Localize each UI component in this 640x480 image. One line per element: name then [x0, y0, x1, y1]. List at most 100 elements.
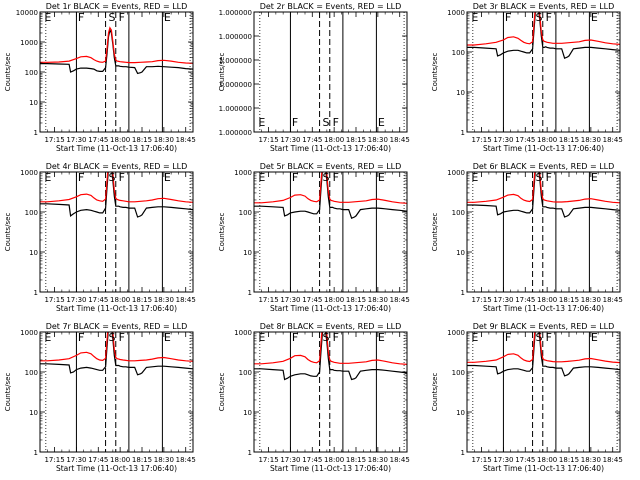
segment-marker-label: S [535, 331, 542, 344]
x-tick-label: 17:15 [44, 136, 64, 144]
series-line-lld [40, 26, 193, 64]
y-tick-label: 100 [25, 369, 38, 377]
x-tick-label: 17:30 [493, 456, 513, 464]
x-tick-label: 17:15 [471, 136, 491, 144]
x-tick-label: 18:45 [176, 296, 196, 304]
x-tick-label: 18:00 [324, 296, 344, 304]
x-tick-label: 18:30 [154, 456, 174, 464]
x-tick-label: 18:00 [537, 296, 557, 304]
segment-marker-label: E [591, 331, 598, 344]
x-tick-label: 17:15 [258, 136, 278, 144]
segment-marker-label: F [119, 331, 125, 344]
x-axis-label: Start Time (11-Oct-13 17:06:40) [483, 304, 604, 313]
series-group [467, 332, 620, 377]
y-tick-label: 1.000000 [219, 57, 252, 65]
x-tick-label: 18:45 [390, 136, 410, 144]
x-tick-label: 18:30 [581, 456, 601, 464]
series-group [40, 26, 193, 75]
plot-frame [39, 171, 194, 293]
y-tick-label: 1000 [20, 169, 38, 177]
x-tick-label: 17:30 [280, 456, 300, 464]
y-tick-label: 100 [239, 209, 252, 217]
series-line-lld [40, 172, 193, 203]
y-axis-label: Counts/sec [431, 373, 439, 412]
x-tick-label: 17:30 [66, 136, 86, 144]
y-tick-label: 100 [452, 49, 465, 57]
plot-frame [39, 331, 194, 453]
y-tick-label: 1.000000 [219, 33, 252, 41]
y-tick-label: 1 [461, 129, 465, 137]
y-tick-label: 1.000000 [219, 129, 252, 137]
x-tick-label: 17:45 [302, 456, 322, 464]
y-axis-label: Counts/sec [431, 53, 439, 92]
plot-frame [253, 331, 408, 453]
x-tick-label: 18:30 [154, 296, 174, 304]
y-axis-label: Counts/sec [218, 213, 226, 252]
x-tick-label: 17:15 [258, 296, 278, 304]
y-axis-label: Counts/sec [431, 213, 439, 252]
x-tick-label: 18:15 [346, 296, 366, 304]
segment-marker-label: F [333, 331, 339, 344]
segment-marker-label: F [119, 11, 125, 24]
x-tick-label: 18:30 [581, 136, 601, 144]
y-tick-label: 10 [29, 409, 38, 417]
chart-title: Det 3r BLACK = Events, RED = LLD [473, 2, 615, 11]
x-tick-label: 17:45 [88, 136, 108, 144]
plot-frame [466, 171, 621, 293]
segment-marker-label: E [591, 171, 598, 184]
x-tick-label: 18:00 [324, 136, 344, 144]
y-tick-label: 10 [456, 409, 465, 417]
x-tick-label: 18:45 [176, 456, 196, 464]
x-tick-label: 18:00 [110, 456, 130, 464]
segment-marker-label: S [108, 171, 115, 184]
plot-frame [466, 331, 621, 453]
x-tick-label: 17:15 [44, 296, 64, 304]
x-axis-label: Start Time (11-Oct-13 17:06:40) [483, 144, 604, 153]
x-tick-label: 17:45 [515, 296, 535, 304]
y-tick-label: 1000 [20, 39, 38, 47]
chart-title: Det 6r BLACK = Events, RED = LLD [473, 162, 615, 171]
chart-title: Det 8r BLACK = Events, RED = LLD [260, 322, 402, 331]
x-tick-label: 18:30 [154, 136, 174, 144]
x-tick-label: 18:15 [132, 456, 152, 464]
chart-title: Det 1r BLACK = Events, RED = LLD [46, 2, 188, 11]
segment-marker-label: E [258, 331, 265, 344]
x-tick-label: 18:45 [603, 136, 623, 144]
y-tick-label: 10 [456, 89, 465, 97]
x-tick-label: 17:30 [66, 296, 86, 304]
y-tick-label: 10 [29, 249, 38, 257]
segment-marker-label: E [44, 11, 51, 24]
x-tick-label: 17:15 [471, 296, 491, 304]
chart-title: Det 4r BLACK = Events, RED = LLD [46, 162, 188, 171]
x-axis-label: Start Time (11-Oct-13 17:06:40) [56, 144, 177, 153]
series-group [467, 12, 620, 60]
x-tick-label: 18:30 [368, 296, 388, 304]
segment-marker-label: S [322, 171, 329, 184]
x-axis-label: Start Time (11-Oct-13 17:06:40) [56, 304, 177, 313]
segment-marker-label: F [292, 171, 298, 184]
segment-marker-label: F [546, 11, 552, 24]
chart-title: Det 2r BLACK = Events, RED = LLD [260, 2, 402, 11]
x-tick-label: 17:15 [258, 456, 278, 464]
series-line-lld [254, 172, 407, 204]
segment-marker-label: S [322, 116, 329, 129]
segment-marker-label: E [258, 171, 265, 184]
y-tick-label: 1 [34, 129, 38, 137]
y-tick-label: 1000 [447, 329, 465, 337]
y-tick-label: 10000 [16, 9, 38, 17]
y-tick-label: 1.000000 [219, 81, 252, 89]
plot-frame [253, 11, 408, 133]
segment-marker-label: E [44, 331, 51, 344]
series-line-lld [467, 12, 620, 46]
x-tick-label: 17:45 [302, 136, 322, 144]
y-tick-label: 1.000000 [219, 9, 252, 17]
x-tick-label: 17:30 [280, 296, 300, 304]
segment-marker-label: F [78, 171, 84, 184]
x-tick-label: 18:15 [132, 296, 152, 304]
y-tick-label: 1 [461, 289, 465, 297]
